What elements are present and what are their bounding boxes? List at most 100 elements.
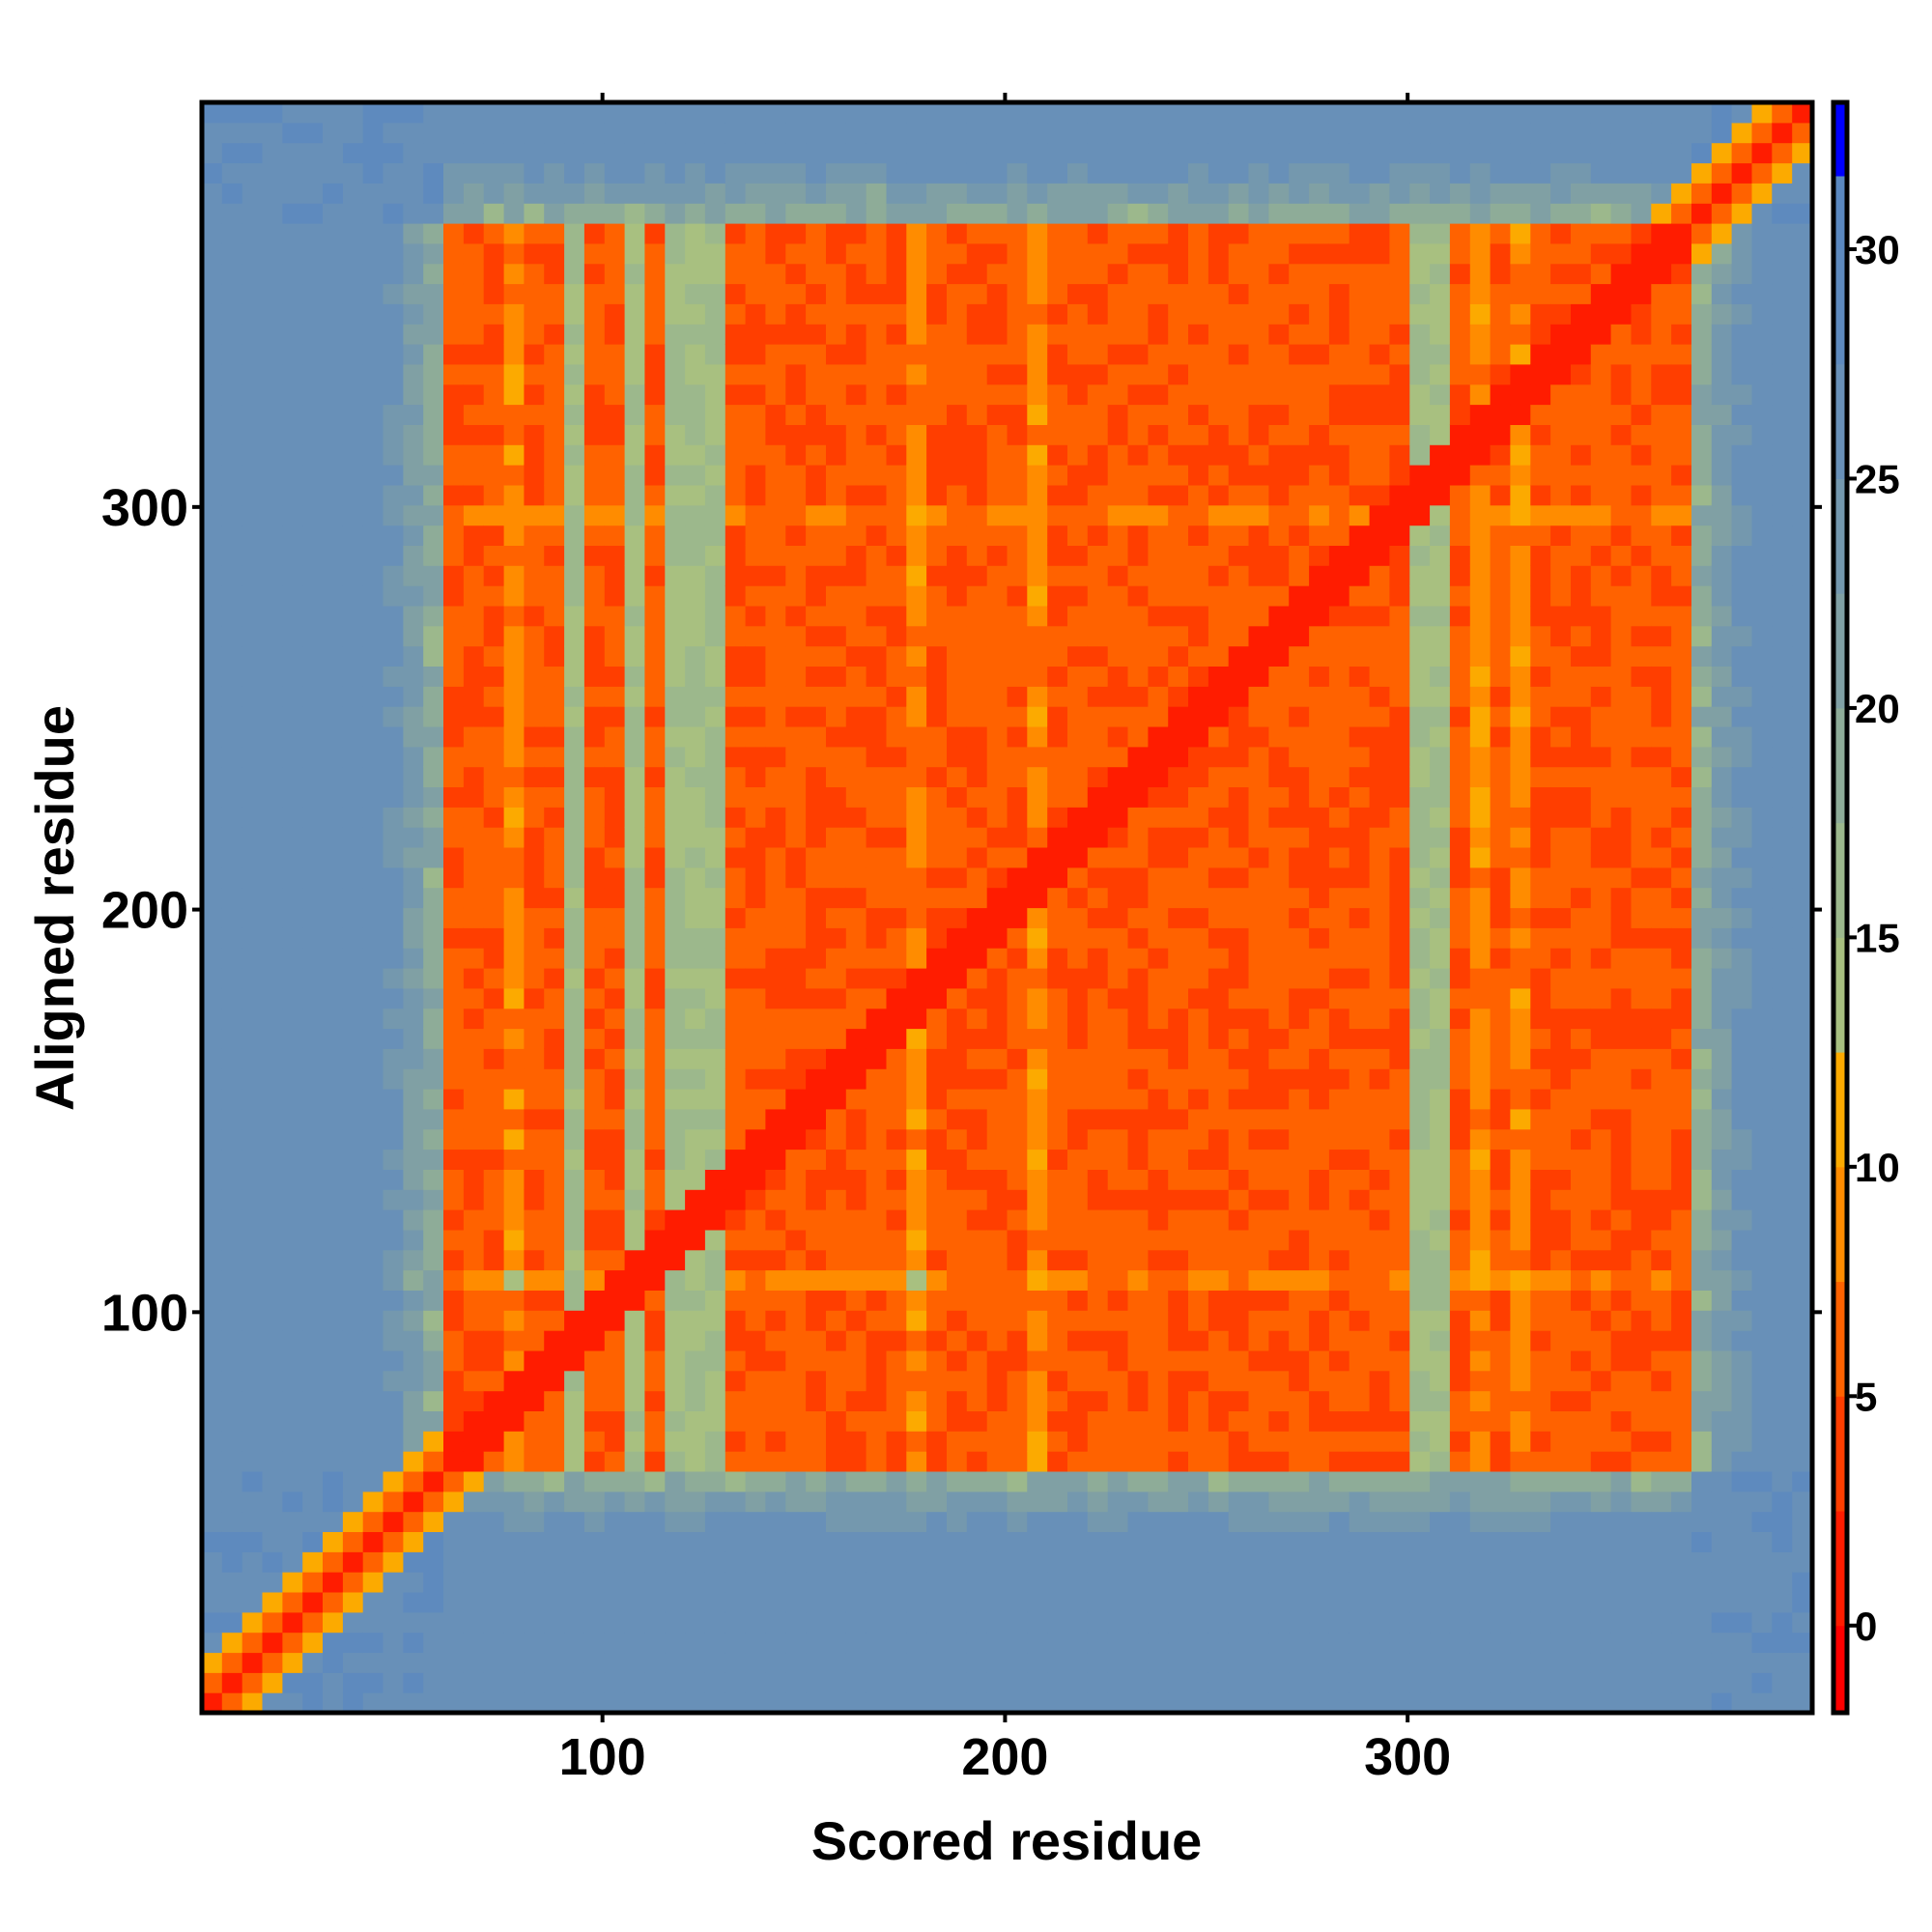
heatmap-cell	[1127, 1290, 1149, 1311]
heatmap-cell	[423, 807, 444, 828]
heatmap-cell	[1188, 605, 1209, 627]
heatmap-cell	[282, 1370, 303, 1392]
heatmap-cell	[503, 927, 525, 949]
heatmap-cell	[323, 344, 344, 365]
heatmap-cell	[564, 504, 585, 526]
heatmap-cell	[1349, 1068, 1371, 1090]
heatmap-cell	[262, 786, 283, 808]
heatmap-cell	[1349, 283, 1371, 304]
heatmap-cell	[1369, 444, 1390, 466]
heatmap-cell	[644, 1370, 666, 1392]
heatmap-cell	[785, 525, 807, 546]
heatmap-cell	[1127, 706, 1149, 727]
heatmap-cell	[1289, 504, 1310, 526]
heatmap-cell	[524, 625, 545, 647]
heatmap-cell	[1107, 203, 1129, 224]
heatmap-cell	[262, 746, 283, 768]
heatmap-cell	[704, 444, 726, 466]
heatmap-cell	[524, 444, 545, 466]
heatmap-cell	[947, 907, 968, 928]
heatmap-cell	[483, 465, 505, 486]
heatmap-cell	[1289, 1068, 1310, 1090]
heatmap-cell	[1248, 1068, 1269, 1090]
heatmap-cell	[986, 384, 1009, 406]
heatmap-cell	[624, 1189, 645, 1210]
heatmap-cell	[1409, 706, 1431, 727]
heatmap-cell	[1349, 1008, 1371, 1030]
heatmap-cell	[1449, 1632, 1471, 1654]
heatmap-cell	[242, 404, 264, 425]
heatmap-cell	[826, 907, 847, 928]
heatmap-cell	[785, 847, 807, 868]
heatmap-cell	[845, 1310, 867, 1331]
heatmap-cell	[1087, 142, 1109, 164]
heatmap-cell	[604, 1451, 626, 1472]
heatmap-cell	[986, 1008, 1009, 1030]
heatmap-cell	[1148, 1572, 1169, 1593]
heatmap-cell	[685, 363, 706, 385]
heatmap-cell	[1430, 987, 1451, 1009]
heatmap-cell	[1248, 987, 1269, 1009]
heatmap-cell	[624, 847, 645, 868]
heatmap-cell	[362, 1249, 384, 1271]
heatmap-cell	[1067, 1672, 1089, 1693]
heatmap-cell	[685, 242, 706, 265]
heatmap-cell	[1007, 1269, 1028, 1291]
heatmap-cell	[806, 605, 827, 627]
heatmap-cell	[1369, 223, 1390, 244]
heatmap-cell	[302, 827, 324, 848]
heatmap-cell	[463, 1189, 485, 1210]
heatmap-cell	[362, 223, 384, 244]
heatmap-cell	[1328, 344, 1350, 365]
heatmap-cell	[1268, 1008, 1290, 1030]
heatmap-cell	[785, 927, 807, 949]
heatmap-cell	[463, 1149, 485, 1170]
heatmap-cell	[1148, 465, 1169, 486]
heatmap-cell	[765, 887, 786, 909]
heatmap-cell	[1389, 1390, 1410, 1411]
heatmap-cell	[1007, 746, 1028, 768]
heatmap-cell	[202, 344, 223, 365]
heatmap-cell	[503, 444, 525, 466]
heatmap-cell	[1107, 1511, 1129, 1532]
heatmap-cell	[242, 324, 264, 345]
heatmap-cell	[463, 404, 485, 425]
heatmap-cell	[302, 1249, 324, 1271]
heatmap-cell	[685, 384, 706, 406]
heatmap-cell	[423, 384, 444, 406]
heatmap-cell	[1430, 706, 1451, 727]
heatmap-cell	[282, 142, 303, 164]
heatmap-cell	[1107, 1089, 1129, 1110]
heatmap-cell	[665, 444, 686, 466]
heatmap-cell	[1248, 867, 1269, 889]
heatmap-cell	[644, 686, 666, 707]
heatmap-cell	[1409, 203, 1431, 224]
heatmap-cell	[745, 1108, 766, 1130]
heatmap-cell	[262, 1169, 283, 1190]
heatmap-cell	[665, 363, 686, 385]
heatmap-cell	[1228, 867, 1250, 889]
heatmap-cell	[1309, 484, 1330, 506]
heatmap-cell	[262, 887, 283, 909]
heatmap-cell	[242, 1410, 264, 1432]
heatmap-cell	[624, 666, 645, 687]
heatmap-cell	[1349, 948, 1371, 969]
heatmap-cell	[403, 525, 424, 546]
heatmap-cell	[886, 987, 907, 1009]
heatmap-cell	[483, 1592, 505, 1613]
heatmap-cell	[1087, 1652, 1109, 1673]
heatmap-cell	[1309, 1632, 1330, 1654]
heatmap-cell	[1430, 1068, 1451, 1090]
heatmap-cell	[1369, 1189, 1390, 1210]
heatmap-cell	[1047, 545, 1068, 566]
heatmap-cell	[704, 242, 726, 265]
heatmap-cell	[826, 1471, 847, 1492]
heatmap-cell	[463, 162, 485, 184]
heatmap-cell	[906, 545, 927, 566]
heatmap-cell	[886, 1431, 907, 1452]
heatmap-cell	[302, 1551, 324, 1573]
heatmap-cell	[665, 1632, 686, 1654]
heatmap-cell	[906, 1048, 927, 1069]
heatmap-cell	[765, 786, 786, 808]
heatmap-cell	[906, 263, 927, 285]
